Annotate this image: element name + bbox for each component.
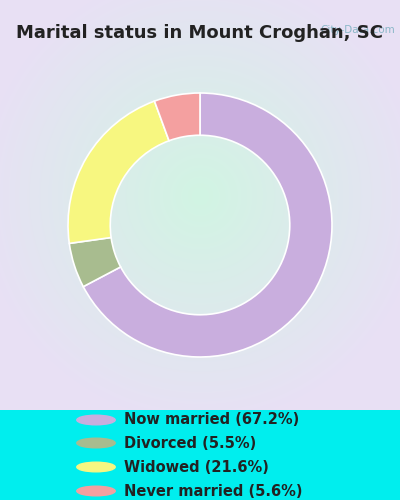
Text: Marital status in Mount Croghan, SC: Marital status in Mount Croghan, SC xyxy=(16,24,384,42)
Text: Widowed (21.6%): Widowed (21.6%) xyxy=(124,460,269,474)
Text: Never married (5.6%): Never married (5.6%) xyxy=(124,484,302,498)
Wedge shape xyxy=(69,238,121,286)
Circle shape xyxy=(77,462,115,472)
Text: City-Data.com: City-Data.com xyxy=(320,25,395,35)
Wedge shape xyxy=(154,93,200,141)
Text: Divorced (5.5%): Divorced (5.5%) xyxy=(124,436,256,450)
Circle shape xyxy=(77,486,115,496)
Circle shape xyxy=(77,438,115,448)
Text: Now married (67.2%): Now married (67.2%) xyxy=(124,412,299,428)
Wedge shape xyxy=(68,101,169,244)
Wedge shape xyxy=(83,93,332,357)
Circle shape xyxy=(77,415,115,425)
